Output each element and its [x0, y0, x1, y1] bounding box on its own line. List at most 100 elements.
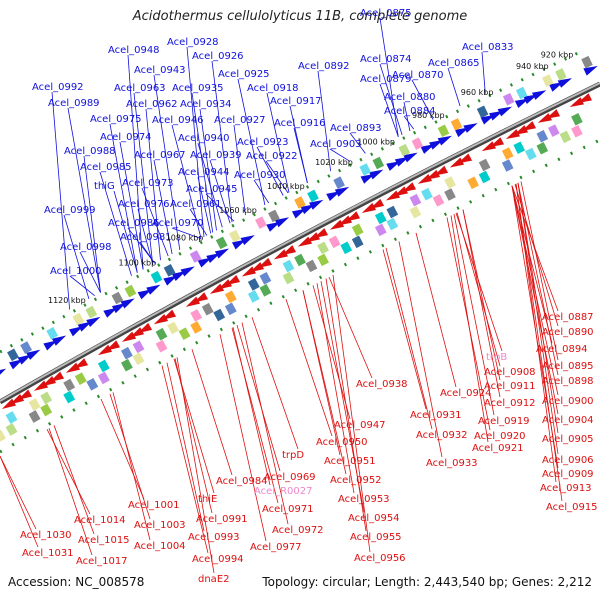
gene-label[interactable]: thiG [94, 181, 115, 192]
gene-label[interactable]: Acel_0963 [114, 83, 166, 94]
gene-label[interactable]: Acel_0955 [350, 532, 402, 543]
gene-label[interactable]: Acel_0865 [428, 58, 480, 69]
gene-label[interactable]: Acel_0930 [234, 170, 286, 181]
gene-label[interactable]: Acel_0972 [272, 525, 324, 536]
gene-label[interactable]: Acel_0992 [32, 82, 84, 93]
gene-label[interactable]: Acel_0948 [108, 45, 160, 56]
gene-label[interactable]: Acel_0969 [264, 472, 316, 483]
gene-label[interactable]: Acel_0875 [360, 8, 412, 19]
gene-label[interactable]: Acel_0981 [120, 232, 172, 243]
gene-label[interactable]: Acel_0880 [384, 92, 436, 103]
gene-label[interactable]: Acel_0998 [60, 242, 112, 253]
gene-label[interactable]: Acel_0993 [188, 532, 240, 543]
gene-label[interactable]: Acel_0928 [167, 37, 219, 48]
gene-label[interactable]: Acel_0890 [542, 327, 594, 338]
gene-label[interactable]: Acel_0920 [474, 431, 526, 442]
gene-label[interactable]: Acel_0956 [354, 553, 406, 564]
gene-label[interactable]: Acel_0924 [440, 388, 492, 399]
gene-label[interactable]: Acel_0931 [410, 410, 462, 421]
gene-label[interactable]: Acel_0984 [216, 476, 268, 487]
gene-label[interactable]: Acel_0913 [540, 483, 592, 494]
gene-label[interactable]: Acel_0912 [484, 398, 536, 409]
gene-label[interactable]: Acel_0938 [356, 379, 408, 390]
gene-label[interactable]: Acel_0945 [186, 184, 238, 195]
gene-label[interactable]: dnaE2 [198, 574, 230, 585]
gene-label[interactable]: Acel_1000 [50, 266, 102, 277]
gene-label[interactable]: Acel_0918 [247, 83, 299, 94]
gene-label[interactable]: Acel_0951 [324, 456, 376, 467]
gene-label[interactable]: Acel_0999 [44, 205, 96, 216]
gene-label[interactable]: Acel_0927 [214, 115, 266, 126]
gene-label[interactable]: Acel_0916 [274, 118, 326, 129]
gene-label[interactable]: Acel_0921 [472, 443, 524, 454]
gene-label[interactable]: Acel_0944 [178, 167, 230, 178]
gene-label[interactable]: Acel_0915 [546, 502, 598, 513]
gene-label[interactable]: Acel_0940 [178, 133, 230, 144]
gene-label[interactable]: Acel_0923 [237, 137, 289, 148]
gene-label[interactable]: Acel_0934 [180, 99, 232, 110]
gene-label[interactable]: Acel_0926 [192, 51, 244, 62]
gene-label[interactable]: Acel_0970 [152, 218, 204, 229]
gene-label[interactable]: Acel_0946 [152, 115, 204, 126]
gene-label[interactable]: Acel_0917 [270, 96, 322, 107]
gene-label[interactable]: Acel_0893 [330, 123, 382, 134]
gene-label[interactable]: Acel_0975 [90, 114, 142, 125]
gene-label[interactable]: Acel_0985 [80, 162, 132, 173]
gene-label[interactable]: trpB [486, 352, 507, 363]
gene-label[interactable]: Acel_1003 [134, 520, 186, 531]
gene-label[interactable]: Acel_0976 [118, 199, 170, 210]
gene-label[interactable]: Acel_0988 [64, 146, 116, 157]
gene-label[interactable]: Acel_0922 [246, 151, 298, 162]
gene-label[interactable]: Acel_0879 [360, 74, 412, 85]
gene-label[interactable]: Acel_0962 [126, 99, 178, 110]
gene-label[interactable]: Acel_0911 [484, 381, 536, 392]
gene-label[interactable]: Acel_0925 [218, 69, 270, 80]
gene-label[interactable]: Acel_0898 [542, 376, 594, 387]
gene-label[interactable]: Acel_0935 [172, 83, 224, 94]
gene-label[interactable]: Acel_0908 [484, 367, 536, 378]
gene-label[interactable]: Acel_0933 [426, 458, 478, 469]
gene-label[interactable]: Acel_0906 [542, 455, 594, 466]
gene-label[interactable]: Acel_0905 [542, 434, 594, 445]
gene-label[interactable]: trpD [282, 450, 304, 461]
gene-label[interactable]: Acel_0895 [542, 361, 594, 372]
gene-label[interactable]: Acel_0974 [100, 132, 152, 143]
gene-label[interactable]: Acel_0991 [196, 514, 248, 525]
gene-label[interactable]: Acel_0909 [542, 469, 594, 480]
gene-label[interactable]: Acel_0973 [122, 178, 174, 189]
gene-label[interactable]: Acel_1004 [134, 541, 186, 552]
gene-label[interactable]: Acel_0994 [192, 554, 244, 565]
gene-label[interactable]: Acel_0932 [416, 430, 468, 441]
gene-label[interactable]: Acel_1031 [22, 548, 74, 559]
gene-label[interactable]: Acel_0894 [536, 344, 588, 355]
gene-label[interactable]: Acel_0989 [48, 98, 100, 109]
gene-label[interactable]: Acel_0884 [384, 106, 436, 117]
gene-label[interactable]: Acel_0971 [262, 504, 314, 515]
gene-label[interactable]: Acel_1014 [74, 515, 126, 526]
gene-label[interactable]: Acel_0833 [462, 42, 514, 53]
gene-label[interactable]: Acel_0954 [348, 513, 400, 524]
gene-label[interactable]: Acel_1001 [128, 500, 180, 511]
gene-label[interactable]: Acel_0870 [392, 70, 444, 81]
gene-label[interactable]: Acel_1030 [20, 530, 72, 541]
gene-label[interactable]: thiE [198, 494, 217, 505]
gene-label[interactable]: Acel_0953 [338, 494, 390, 505]
gene-label[interactable]: Acel_0939 [190, 150, 242, 161]
gene-label[interactable]: Acel_0874 [360, 54, 412, 65]
gene-label[interactable]: Acel_0903 [310, 139, 362, 150]
gene-label[interactable]: Acel_0943 [134, 65, 186, 76]
gene-label[interactable]: Acel_0887 [542, 312, 594, 323]
gene-label[interactable]: Acel_0986 [108, 218, 160, 229]
gene-label[interactable]: Acel_0892 [298, 61, 350, 72]
gene-label[interactable]: Acel_0977 [250, 542, 302, 553]
gene-label[interactable]: Acel_0919 [478, 416, 530, 427]
gene-label[interactable]: Acel_1017 [76, 556, 128, 567]
gene-label[interactable]: Acel_0961 [170, 199, 222, 210]
gene-label[interactable]: Acel_0904 [542, 415, 594, 426]
gene-label[interactable]: Acel_0950 [316, 437, 368, 448]
gene-label[interactable]: Acel_0947 [334, 420, 386, 431]
gene-label[interactable]: Acel_R0027 [254, 486, 313, 497]
gene-label[interactable]: Acel_0900 [542, 396, 594, 407]
gene-label[interactable]: Acel_0967 [134, 150, 186, 161]
gene-label[interactable]: Acel_1015 [78, 535, 130, 546]
